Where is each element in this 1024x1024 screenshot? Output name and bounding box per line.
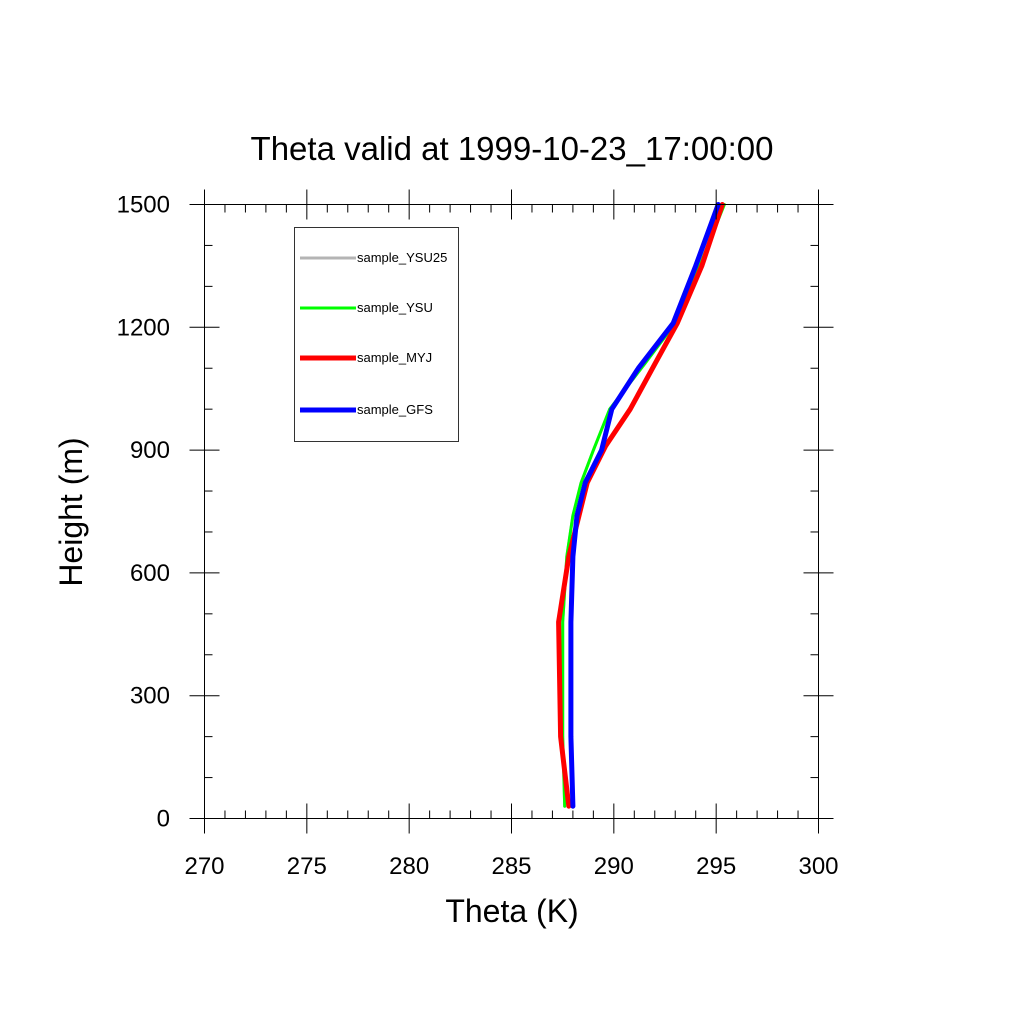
y-tick-label: 300	[130, 683, 170, 710]
series-line-sample_GFS	[568, 202, 721, 809]
y-tick-label: 900	[130, 437, 170, 464]
legend-box	[294, 227, 459, 442]
x-tick-label: 270	[184, 853, 224, 880]
legend-label: sample_YSU25	[357, 250, 447, 265]
y-axis-title: Height (m)	[53, 437, 89, 586]
y-tick-label: 600	[130, 560, 170, 587]
legend-label: sample_YSU	[357, 300, 433, 315]
chart-title: Theta valid at 1999-10-23_17:00:00	[251, 130, 774, 167]
x-tick-label: 295	[696, 853, 736, 880]
legend-label: sample_GFS	[357, 402, 433, 417]
legend: sample_YSU25 sample_YSU sample_MYJ sample_G…	[294, 227, 459, 442]
tick-layer	[189, 189, 834, 834]
x-tick-label: 280	[389, 853, 429, 880]
legend-label: sample_MYJ	[357, 350, 432, 365]
x-tick-label: 275	[287, 853, 327, 880]
y-tick-label: 0	[157, 806, 170, 833]
series-layer	[556, 202, 726, 809]
x-tick-label: 285	[491, 853, 531, 880]
tick-label-layer: 270 275 280 285 290 295 300 0 300 600 900 1200 1500	[117, 192, 839, 881]
y-tick-label: 1500	[117, 192, 170, 219]
y-tick-label: 1200	[117, 314, 170, 341]
x-tick-label: 300	[798, 853, 838, 880]
x-axis-title: Theta (K)	[445, 893, 578, 929]
x-tick-label: 290	[594, 853, 634, 880]
